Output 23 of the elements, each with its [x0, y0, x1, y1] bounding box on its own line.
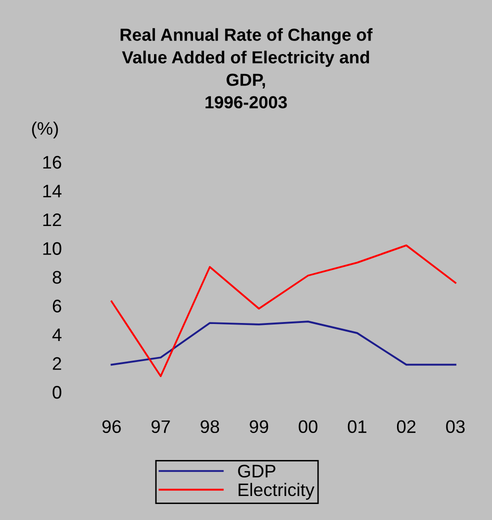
- x-tick-label: 96: [102, 420, 121, 434]
- line-series: [110, 244, 456, 378]
- y-tick-label: 0: [52, 386, 62, 399]
- y-tick-label: 14: [43, 184, 62, 198]
- y-tick-label: 6: [52, 300, 62, 312]
- y-axis-title: (%): [32, 122, 58, 138]
- x-tick-label: 00: [298, 420, 318, 434]
- x-tick-label: 99: [250, 420, 268, 434]
- legend-label: GDP: [238, 464, 276, 478]
- legend-label: Electricity: [238, 482, 314, 500]
- y-tick-label: 10: [43, 242, 62, 255]
- x-tick-label: 03: [446, 420, 465, 434]
- y-tick-label: 8: [52, 270, 62, 284]
- y-tick-label: 12: [43, 213, 62, 226]
- y-tick-label: 16: [43, 156, 62, 169]
- line-series: [110, 320, 456, 366]
- x-tick-label: 02: [396, 420, 416, 434]
- x-tick-label: 97: [151, 420, 170, 434]
- chart-title: Real Annual Rate of Change of Value Added of Electricity and GDP, 1996-2003: [120, 28, 373, 108]
- y-tick-label: 4: [52, 328, 62, 342]
- y-tick-label: 2: [52, 357, 62, 370]
- x-tick-label: 98: [200, 420, 220, 434]
- x-tick-label: 01: [348, 420, 366, 434]
